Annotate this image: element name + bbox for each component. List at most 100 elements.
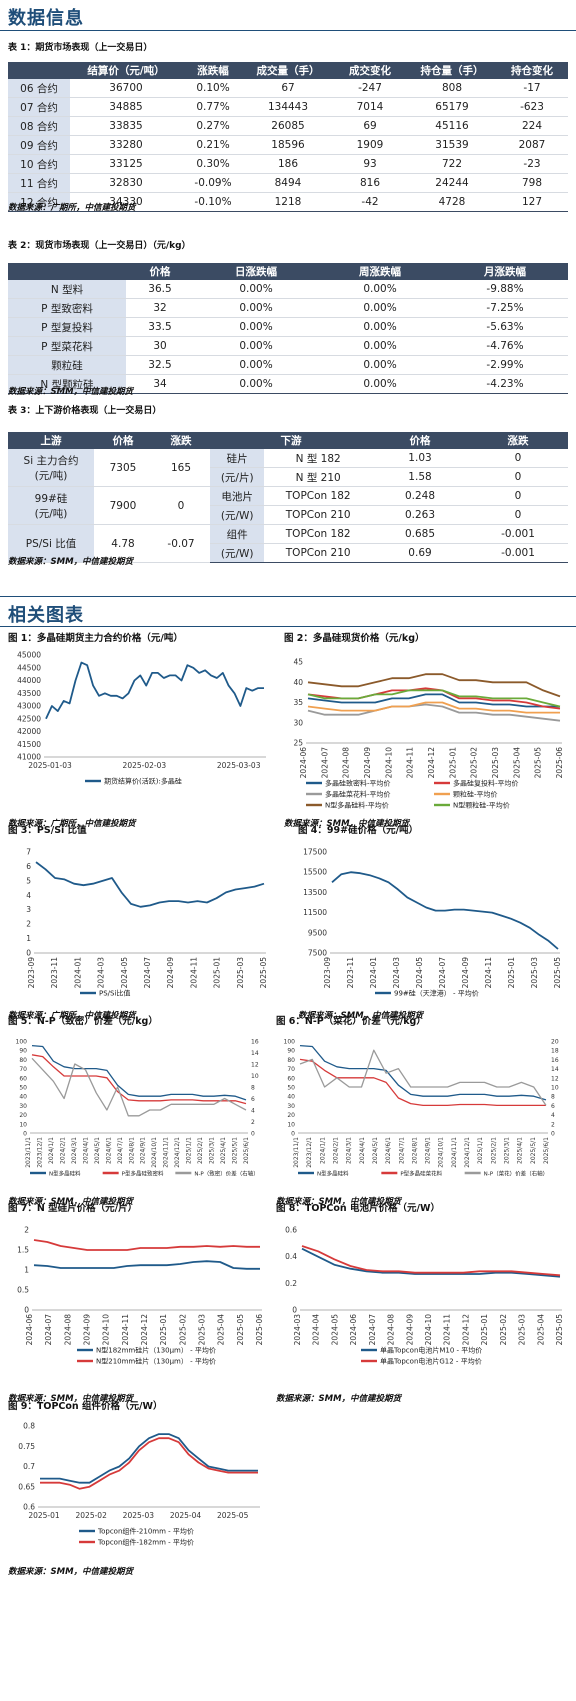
table-cell: 0.69 (372, 543, 468, 563)
legend-label: N型多晶硅料-平均价 (325, 801, 389, 810)
x-tick-label: 2025/6/1 (243, 1137, 250, 1164)
table-cell: 0.00% (318, 298, 442, 318)
table3-caption: 表 3：上下游价格表现（上一交易日） (8, 406, 162, 416)
x-tick-label: 2024-10 (424, 1314, 433, 1346)
series-line (299, 1044, 547, 1101)
x-tick-label: 2024/4/1 (359, 1137, 366, 1164)
table-cell: 0 (468, 486, 568, 506)
x-tick-label: 2025-05 (217, 1511, 249, 1520)
table-row: 10 合约 33125 0.30% 186 93 722 -23 (8, 154, 568, 174)
y-tick-label: 90 (287, 1048, 295, 1055)
table-header: 成交变化 (332, 62, 408, 79)
series-line (307, 701, 560, 714)
x-tick-label: 2024/9/1 (140, 1137, 147, 1164)
legend-label: N-P（菜花）价差（右轴） (484, 1170, 548, 1178)
table-cell: -4.76% (442, 336, 568, 356)
x-tick-label: 2024/5/1 (372, 1137, 379, 1164)
table-header: 结算价（元/吨） (70, 62, 182, 79)
table-cell: 127 (496, 192, 568, 212)
table-cell: 2087 (496, 135, 568, 155)
chart-source: 数据来源：广期所，中信建投期货 (8, 1011, 136, 1021)
y2-tick-label: 10 (251, 1073, 259, 1080)
x-tick-label: 2025-03 (198, 1314, 207, 1346)
y-tick-label: 44500 (17, 663, 41, 672)
table-cell: 65179 (408, 97, 496, 117)
x-tick-label: 2025-03 (123, 1511, 155, 1520)
x-tick-label: 2024-06 (25, 1314, 34, 1346)
legend-label: 期货结算价(活跃):多晶硅 (104, 777, 182, 786)
y2-tick-label: 10 (551, 1085, 559, 1092)
x-tick-label: 2025-02 (178, 1314, 187, 1346)
y-tick-label: 45 (293, 658, 303, 667)
label-line: Si 主力合约 (23, 454, 79, 467)
series-line (33, 1260, 260, 1270)
y-tick-label: 30 (19, 1103, 27, 1110)
table-cell: 0.27% (182, 116, 244, 136)
y-tick-label: 25 (293, 739, 303, 748)
y2-tick-label: 12 (251, 1062, 259, 1069)
x-tick-label: 2024/10/1 (151, 1137, 158, 1168)
x-tick-label: 2024/9/1 (425, 1137, 432, 1164)
y2-tick-label: 12 (551, 1075, 559, 1082)
x-tick-label: 2024-01 (369, 957, 378, 989)
table1-source: 数据来源：广期所，中信建投期货 (8, 203, 136, 213)
table-row: 06 合约 36700 0.10% 67 -247 808 -17 (8, 79, 568, 98)
row-label: 08 合约 (8, 116, 70, 136)
table-cell: 0 (468, 505, 568, 525)
y2-tick-label: 4 (251, 1108, 255, 1115)
chart-title: 图 6：N-P（菜花）价差（元/kg） (276, 1016, 426, 1027)
x-tick-label: 2024-03 (392, 957, 401, 989)
y2-tick-label: 14 (251, 1050, 259, 1057)
legend-label: 颗粒硅-平均价 (453, 790, 498, 799)
x-tick-label: 2023-11 (346, 957, 355, 989)
table-cell: 1.58 (372, 467, 468, 487)
legend-label: 99#硅（天津港） - 平均价 (394, 989, 479, 998)
legend-label: PS/Si比值 (99, 989, 130, 998)
x-tick-label: 2023-09 (323, 957, 332, 989)
y-tick-label: 41500 (17, 740, 41, 749)
table-cell: -0.09% (182, 173, 244, 193)
table2-caption: 表 2：现货市场表现（上一交易日）（元/kg） (8, 241, 191, 251)
table-cell: 67 (244, 79, 332, 98)
group-label: (元/W) (210, 543, 265, 563)
chart-source: 数据来源：SMM，中信建投期货 (8, 1394, 134, 1404)
y-tick-label: 0.8 (23, 1422, 35, 1431)
x-tick-label: 2024/12/1 (174, 1137, 181, 1168)
y-tick-label: 17500 (303, 848, 327, 857)
chart-title: 图 9：TOPCon 组件价格（元/W） (8, 1401, 163, 1412)
table-row: 09 合约 33280 0.21% 18596 1909 31539 2087 (8, 135, 568, 155)
x-tick-label: 2025-03 (518, 1314, 527, 1346)
x-tick-label: 2025-04 (170, 1511, 202, 1520)
table-cell: 24244 (408, 173, 496, 193)
table-row: N 型颗粒硅 34 0.00% 0.00% -4.23% (8, 374, 568, 394)
table-cell: 30 (126, 336, 194, 356)
chart-source: 数据来源：SMM，中信建投期货 (298, 1011, 424, 1021)
x-tick-label: 2023/11/1 (25, 1137, 32, 1168)
x-tick-label: 2024-09 (363, 747, 372, 779)
table-cell: 0.248 (372, 486, 468, 506)
table-row: Si 主力合约 (元/吨) 7305 165 硅片 N 型 182 1.03 0 (8, 449, 568, 487)
table-cell: 0.00% (194, 336, 318, 356)
table-header: 持仓量（手） (408, 62, 496, 79)
y-tick-label: 5 (26, 876, 31, 885)
table-cell: 816 (332, 173, 408, 193)
table-cell: 34330 (70, 192, 182, 212)
table-cell: 36700 (70, 79, 182, 98)
y-tick-label: 11500 (303, 908, 327, 917)
x-tick-label: 2025/1/1 (477, 1137, 484, 1164)
table-cell: -0.10% (182, 192, 244, 212)
table-cell: TOPCon 210 (264, 543, 372, 563)
x-tick-label: 2025/6/1 (543, 1137, 550, 1164)
chart-title: 图 2：多晶硅现货价格（元/kg） (284, 633, 425, 644)
table-header: 价格 (372, 432, 468, 449)
table-row: 99#硅 (元/吨) 7900 0 电池片 TOPCon 182 0.248 0 (8, 486, 568, 525)
y2-tick-label: 16 (251, 1039, 259, 1046)
table-cell: 34 (126, 374, 194, 394)
x-tick-label: 2024-07 (44, 1314, 53, 1346)
row-label: PS/Si 比值 (8, 524, 94, 563)
table-cell: N 型 182 (264, 449, 372, 468)
y-tick-label: 40 (287, 1094, 295, 1101)
table-cell: -4.23% (442, 374, 568, 394)
x-tick-label: 2024/4/1 (82, 1137, 89, 1164)
table-cell: 0.00% (318, 280, 442, 299)
